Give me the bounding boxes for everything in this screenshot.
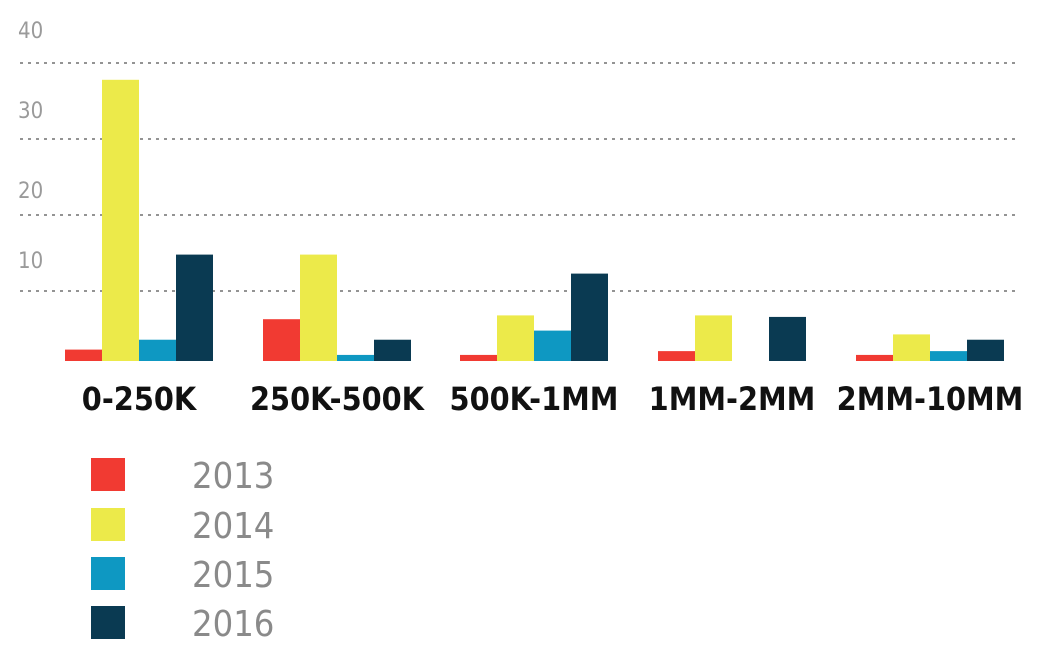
legend-swatch	[91, 508, 125, 541]
y-tick-label: 40	[18, 19, 43, 44]
bar-2015-1	[337, 354, 374, 361]
bar-2013-4	[856, 354, 893, 361]
legend-label: 2015	[192, 555, 274, 596]
y-tick-label: 10	[18, 249, 43, 274]
x-tick-label: 250K-500K	[250, 380, 426, 418]
bar-2014-1	[300, 254, 337, 361]
bar-2013-1	[263, 319, 300, 361]
x-tick-label: 0-250K	[82, 380, 198, 418]
x-tick-label: 1MM-2MM	[649, 380, 816, 418]
x-tick-label: 500K-1MM	[450, 380, 619, 418]
x-tick-label: 2MM-10MM	[837, 380, 1024, 418]
legend-swatch	[91, 458, 125, 491]
bars	[65, 79, 1004, 362]
bar-2016-4	[967, 339, 1004, 361]
bar-2013-0	[65, 349, 102, 361]
bar-2014-2	[497, 315, 534, 361]
y-axis-tick-labels: 40 30 20 10	[18, 19, 43, 274]
legend-swatch	[91, 606, 125, 639]
legend-label: 2013	[192, 456, 274, 497]
bar-2015-4	[930, 351, 967, 361]
x-axis-tick-labels: 0-250K 250K-500K 500K-1MM 1MM-2MM 2MM-10MM	[82, 380, 1024, 418]
bar-2016-1	[374, 339, 411, 361]
bar-2016-0	[176, 254, 213, 361]
bar-2013-2	[460, 354, 497, 361]
bar-2016-2	[571, 273, 608, 361]
bar-2015-2	[534, 330, 571, 361]
bar-2016-3	[769, 316, 806, 361]
grid-lines	[20, 62, 1020, 292]
y-tick-label: 20	[18, 179, 43, 204]
bar-2014-0	[102, 79, 139, 362]
legend-label: 2014	[192, 506, 274, 547]
legend-swatch	[91, 557, 125, 590]
y-tick-label: 30	[18, 99, 43, 124]
legend-label: 2016	[192, 604, 274, 645]
bar-2013-3	[658, 351, 695, 361]
bar-2015-0	[139, 339, 176, 361]
bar-2014-4	[893, 334, 930, 361]
bar-2014-3	[695, 315, 732, 361]
legend: 2013 2014 2015 2016	[91, 456, 274, 645]
